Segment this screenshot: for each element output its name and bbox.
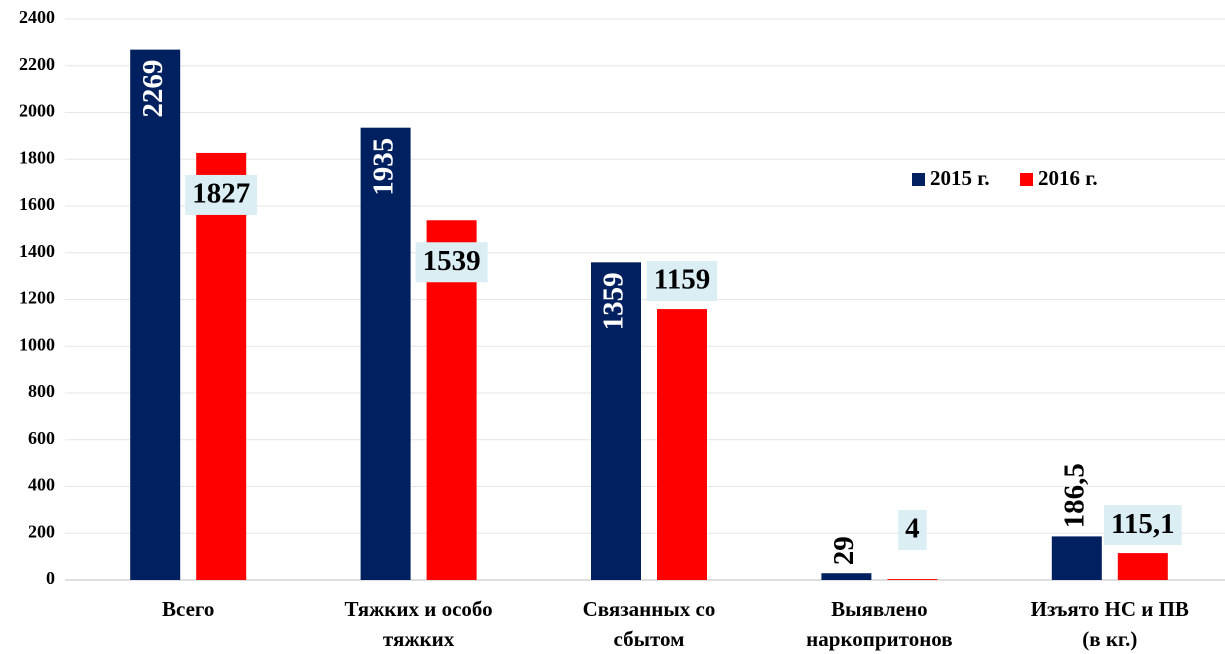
- y-tick-label: 2200: [19, 54, 55, 74]
- value-label: 1159: [654, 264, 710, 296]
- bar: [657, 309, 707, 580]
- legend-swatch: [912, 173, 925, 186]
- x-tick-label: (в кг.): [1082, 627, 1137, 651]
- value-label: 115,1: [1111, 508, 1175, 540]
- x-tick-label: Всего: [162, 597, 214, 621]
- x-tick-label: сбытом: [614, 627, 685, 651]
- value-label: 1539: [423, 245, 481, 277]
- bar: [360, 127, 411, 580]
- y-tick-label: 1200: [19, 288, 55, 308]
- value-label: 1827: [192, 178, 250, 210]
- bar: [1051, 536, 1102, 580]
- legend-swatch: [1020, 173, 1033, 186]
- y-tick-label: 1400: [19, 241, 55, 261]
- legend-label: 2016 г.: [1038, 166, 1098, 190]
- x-tick-label: Изъято НС и ПВ: [1031, 597, 1189, 621]
- value-label-box: [1103, 505, 1182, 546]
- y-tick-label: 600: [28, 428, 55, 448]
- y-tick-label: 800: [28, 381, 55, 401]
- value-label: 186,5: [1058, 463, 1090, 528]
- value-label: 29: [828, 536, 860, 565]
- value-label: 2269: [137, 60, 169, 118]
- bar: [591, 262, 641, 580]
- x-tick-label: Выявлено: [831, 597, 928, 621]
- bar: [130, 49, 181, 580]
- y-tick-label: 2000: [19, 101, 55, 121]
- value-label-box: [185, 174, 258, 215]
- y-tick-label: 1000: [19, 334, 55, 354]
- value-label: 1359: [598, 272, 630, 330]
- bar: [196, 152, 247, 580]
- legend-label: 2015 г.: [930, 166, 990, 190]
- value-label-box: [898, 510, 927, 550]
- value-label: 1935: [367, 138, 399, 196]
- y-tick-label: 200: [28, 521, 55, 541]
- x-tick-label: Тяжких и особо: [345, 597, 493, 621]
- y-tick-label: 400: [28, 475, 55, 495]
- x-tick-label: тяжких: [383, 627, 455, 651]
- x-tick-label: наркопритонов: [806, 627, 952, 651]
- bar: [887, 579, 938, 580]
- value-label: 4: [905, 513, 920, 545]
- bar: [1117, 553, 1168, 580]
- y-tick-label: 2400: [19, 7, 55, 27]
- x-tick-label: Связанных со: [583, 597, 716, 621]
- value-label-box: [646, 261, 718, 302]
- bar: [821, 573, 872, 580]
- y-tick-label: 1600: [19, 194, 55, 214]
- value-label-box: [415, 242, 488, 283]
- y-tick-label: 0: [46, 568, 55, 588]
- y-tick-label: 1800: [19, 147, 55, 167]
